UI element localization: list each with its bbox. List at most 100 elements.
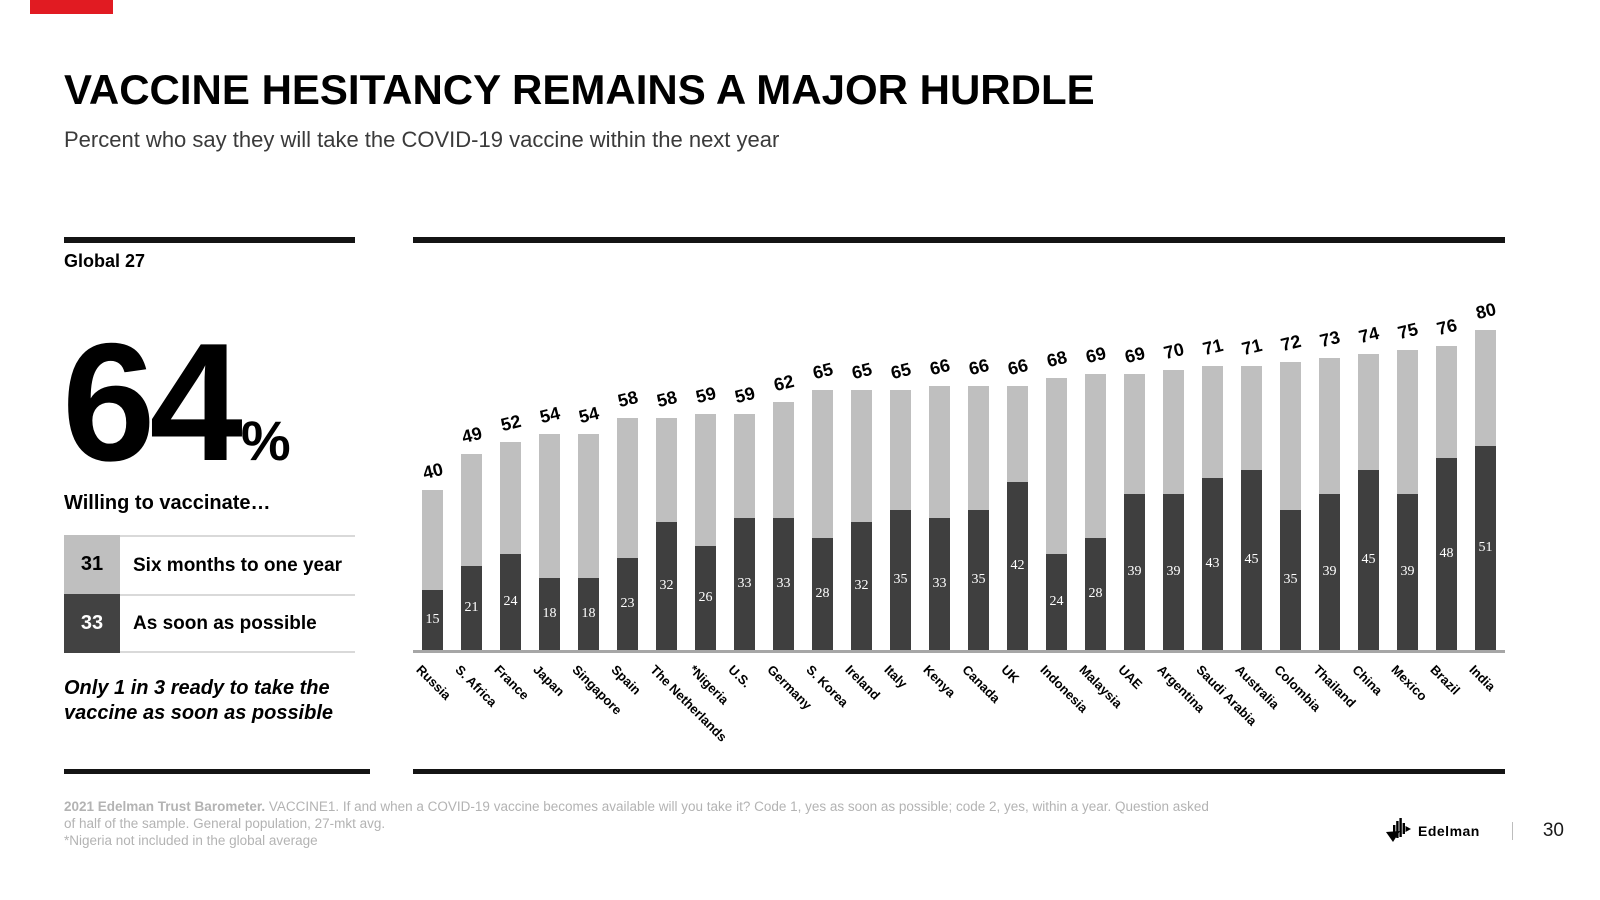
bar-stack: 51: [1475, 330, 1496, 650]
panel-top-rule: [64, 237, 355, 243]
footnote-line2: of half of the sample. General populatio…: [64, 816, 386, 831]
bar-stack: 23: [617, 418, 638, 650]
bar-total-label: 76: [1434, 314, 1459, 340]
segment-six-months: [773, 402, 794, 518]
segment-six-months: [500, 442, 521, 554]
bar-stack: 35: [968, 386, 989, 650]
legend-swatch-asap: 33: [64, 594, 120, 653]
segment-asap: 48: [1436, 458, 1457, 650]
segment-six-months: [890, 390, 911, 510]
source-footnote: 2021 Edelman Trust Barometer. VACCINE1. …: [64, 798, 1354, 849]
segment-asap-value: 39: [1166, 564, 1181, 579]
bar-column-india: 80 51 India: [1466, 243, 1498, 694]
bar-column-canada: 66 35 Canada: [959, 243, 1003, 706]
segment-six-months: [1397, 350, 1418, 494]
segment-asap-value: 24: [1049, 594, 1064, 609]
segment-asap-value: 43: [1205, 556, 1220, 571]
bar-stack: 39: [1163, 370, 1184, 650]
percent-sign: %: [240, 409, 291, 472]
segment-six-months: [617, 418, 638, 558]
segment-asap: 23: [617, 558, 638, 650]
segment-asap-value: 51: [1478, 540, 1493, 555]
willing-to-vaccinate-label: Willing to vaccinate…: [64, 492, 271, 514]
x-axis-label: UAE: [1114, 662, 1145, 693]
bar-column-japan: 54 18 Japan: [530, 243, 567, 699]
brand-name: Edelman: [1418, 823, 1480, 839]
segment-asap: 43: [1202, 478, 1223, 650]
segment-asap-value: 32: [659, 578, 674, 593]
segment-asap-value: 39: [1400, 564, 1415, 579]
legend: 31 Six months to one year 33 As soon as …: [64, 535, 355, 653]
bar-total-label: 40: [420, 458, 445, 484]
segment-six-months: [1046, 378, 1067, 554]
bar-total-label: 65: [888, 358, 913, 384]
bar-total-label: 66: [1005, 354, 1030, 380]
x-axis-label: Japan: [529, 662, 568, 700]
x-axis-label: Mexico: [1387, 662, 1430, 704]
chart-top-rule: [413, 237, 1505, 243]
segment-six-months: [578, 434, 599, 578]
segment-six-months: [461, 454, 482, 566]
x-axis-label: U.S.: [724, 662, 754, 691]
bar-total-label: 69: [1122, 342, 1147, 368]
segment-six-months: [929, 386, 950, 518]
segment-asap-value: 18: [581, 606, 596, 621]
segment-asap: 33: [734, 518, 755, 650]
segment-six-months: [734, 414, 755, 518]
x-axis-label: S. Africa: [451, 662, 500, 710]
x-axis-label: UK: [997, 662, 1022, 686]
segment-asap: 18: [578, 578, 599, 650]
footer-separator: [1511, 822, 1513, 840]
bar-column-china: 74 45 China: [1349, 243, 1385, 698]
x-axis-label: Spain: [607, 662, 644, 698]
brand-footer: Edelman 30: [1385, 818, 1564, 844]
legend-label-asap: As soon as possible: [120, 594, 355, 653]
segment-asap-value: 33: [737, 576, 752, 591]
bar-stack: 39: [1319, 358, 1340, 650]
bar-column-france: 52 24 France: [491, 243, 532, 703]
chart-bottom-rule: [413, 769, 1505, 774]
bar-total-label: 75: [1395, 318, 1420, 344]
bar-column-singapore: 54 18 Singapore: [569, 243, 625, 718]
bar-total-label: 74: [1356, 322, 1381, 348]
legend-row-asap: 33 As soon as possible: [64, 594, 355, 653]
segment-asap: 39: [1397, 494, 1418, 650]
segment-asap: 35: [1280, 510, 1301, 650]
segment-asap-value: 33: [932, 576, 947, 591]
segment-six-months: [851, 390, 872, 522]
segment-six-months: [656, 418, 677, 522]
segment-asap-value: 39: [1127, 564, 1142, 579]
segment-asap-value: 28: [1088, 586, 1103, 601]
bar-column-thailand: 73 39 Thailand: [1310, 243, 1358, 711]
bar-total-label: 73: [1317, 326, 1342, 352]
bar-total-label: 72: [1278, 330, 1303, 356]
bar-stack: 48: [1436, 346, 1457, 650]
bar-column-saudi-arabia: 71 43 Saudi Arabia: [1193, 243, 1259, 729]
bar-stack: 32: [851, 390, 872, 650]
slide-subtitle: Percent who say they will take the COVID…: [64, 127, 780, 152]
segment-six-months: [1436, 346, 1457, 458]
segment-six-months: [1124, 374, 1145, 494]
legend-label-six-months: Six months to one year: [120, 535, 355, 594]
slide-title: VACCINE HESITANCY REMAINS A MAJOR HURDLE: [64, 66, 1095, 113]
bar-column-germany: 62 33 Germany: [764, 243, 814, 713]
bar-stack: 42: [1007, 386, 1028, 650]
bar-total-label: 65: [810, 358, 835, 384]
callout-note-line1: Only 1 in 3 ready to take the: [64, 677, 330, 699]
segment-asap: 24: [1046, 554, 1067, 650]
segment-asap-value: 45: [1361, 552, 1376, 567]
bar-stack: 26: [695, 414, 716, 650]
bar-stack: 39: [1124, 374, 1145, 650]
segment-asap-value: 45: [1244, 552, 1259, 567]
bar-total-label: 59: [732, 382, 757, 408]
segment-asap-value: 42: [1010, 558, 1025, 573]
segment-asap: 51: [1475, 446, 1496, 650]
global-27-label: Global 27: [64, 251, 146, 271]
segment-asap: 32: [851, 522, 872, 650]
bar-total-label: 70: [1161, 338, 1186, 364]
segment-six-months: [1475, 330, 1496, 446]
segment-six-months: [1085, 374, 1106, 538]
x-axis-label: Italy: [880, 662, 910, 692]
bar-column-uae: 69 39 UAE: [1115, 243, 1147, 692]
segment-asap-value: 21: [464, 600, 479, 615]
